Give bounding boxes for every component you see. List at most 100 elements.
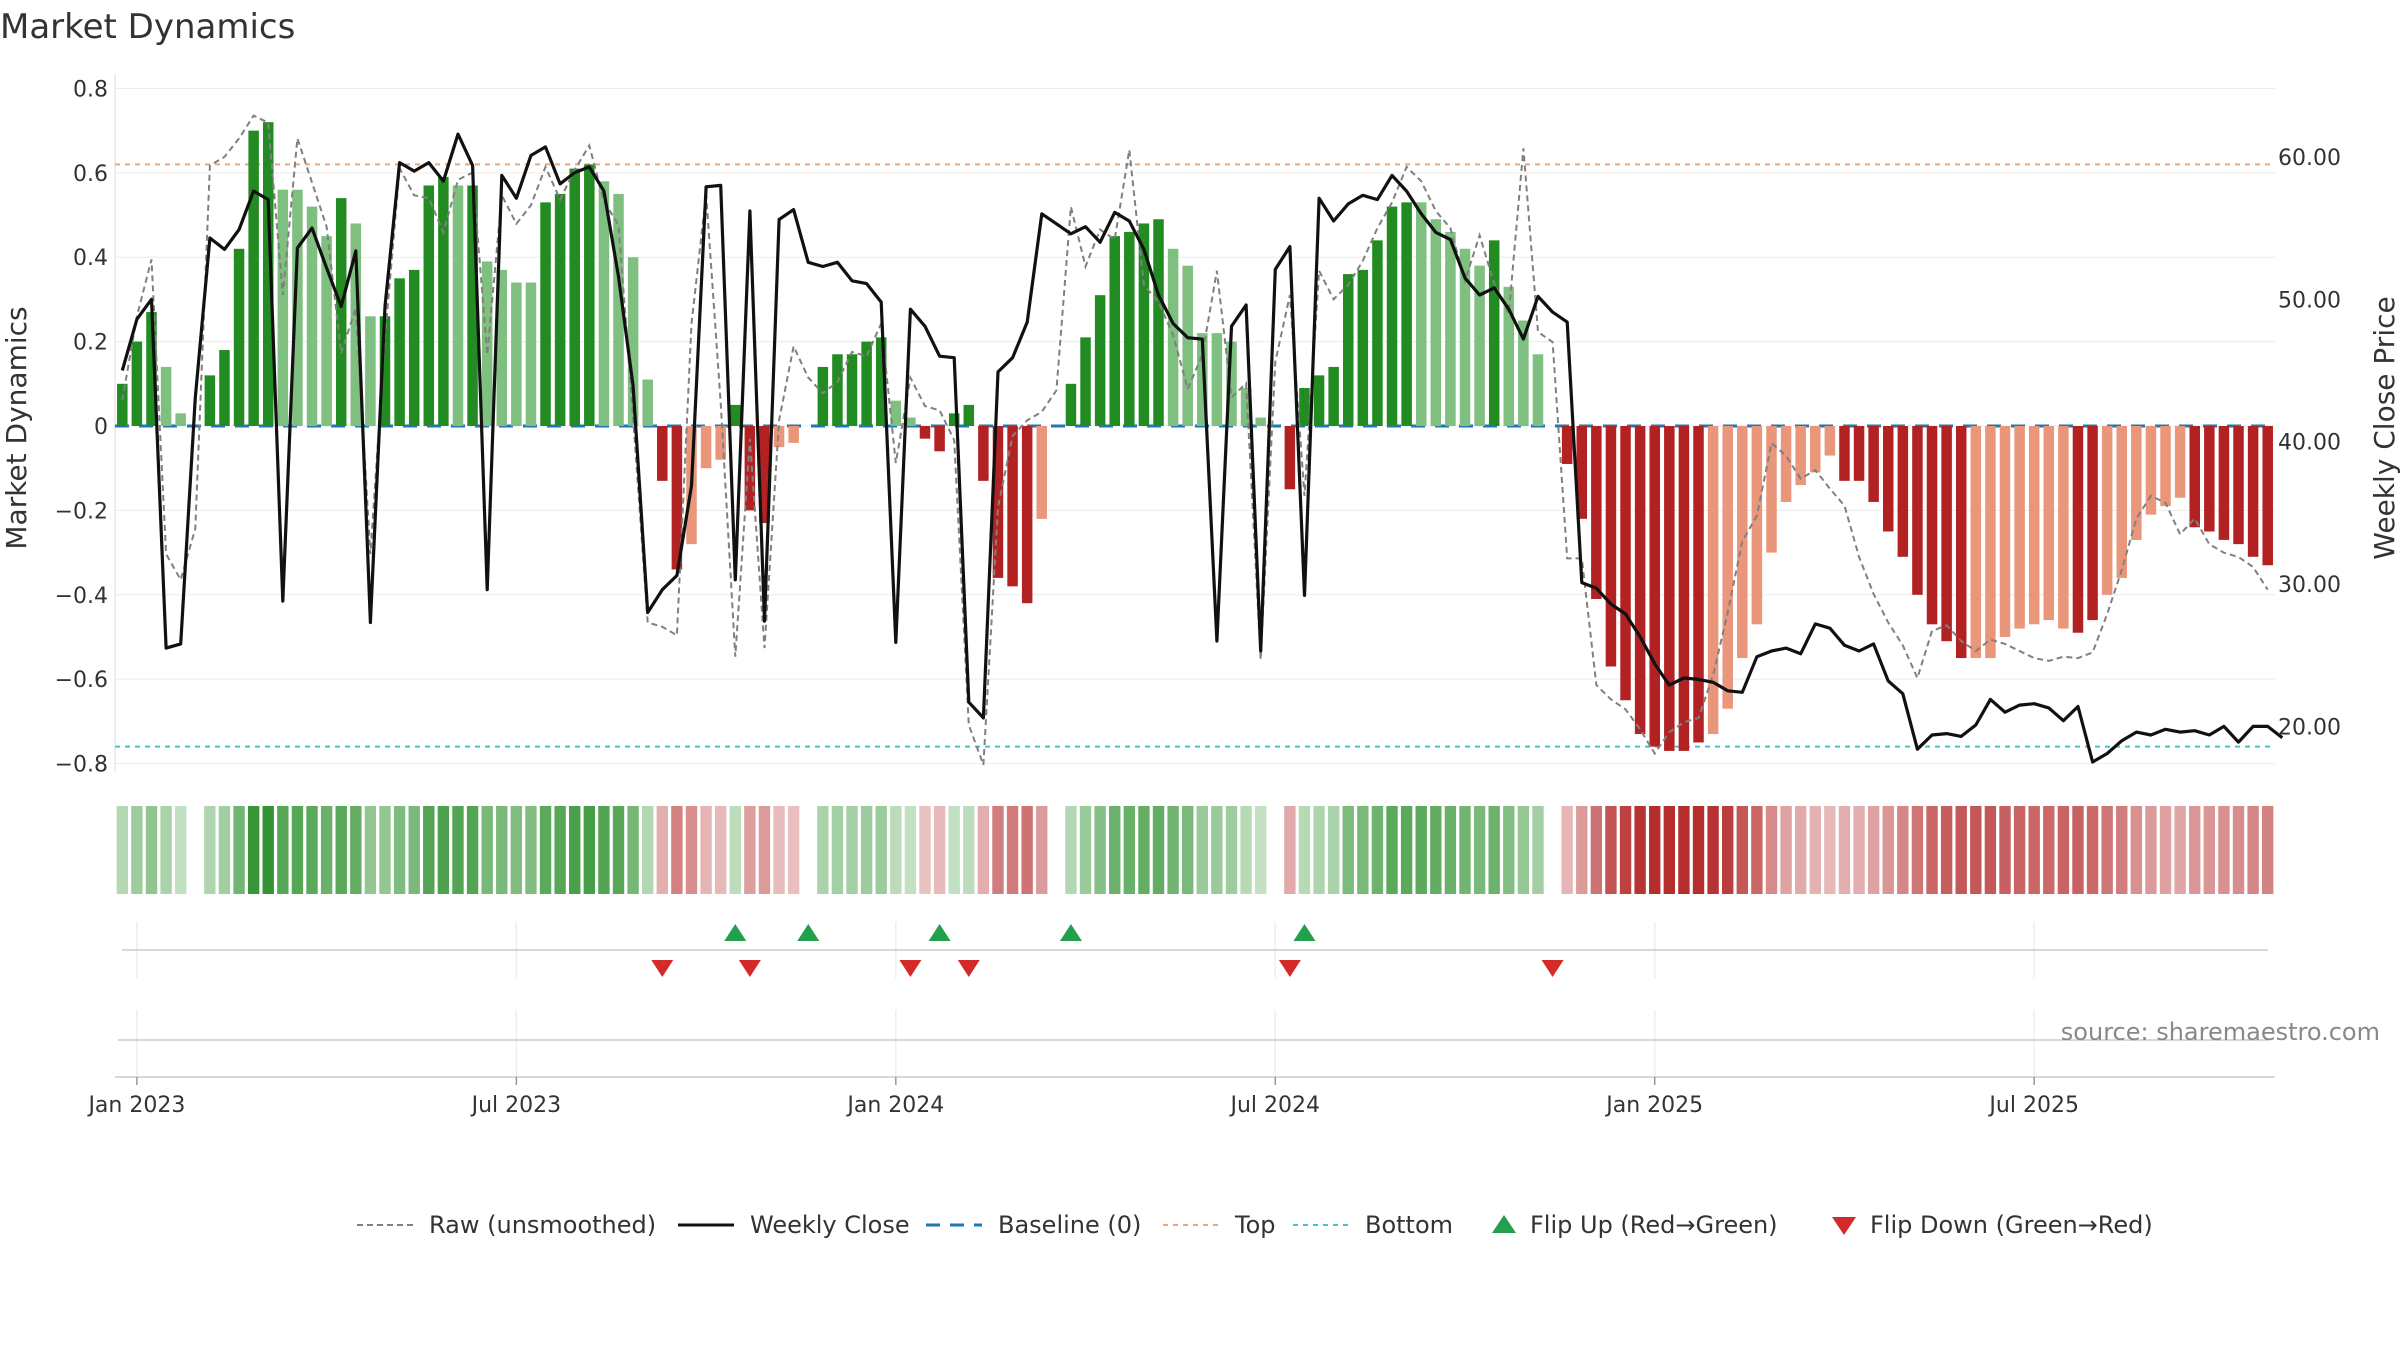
regime-cell — [1517, 806, 1530, 894]
regime-cell — [1094, 806, 1106, 894]
regime-cell — [729, 806, 741, 894]
flip-up-marker — [1293, 924, 1316, 941]
regime-cell — [714, 806, 727, 894]
x-tick-label: Jan 2024 — [845, 1093, 944, 1118]
regime-cell — [1707, 806, 1719, 894]
dynamics-bar — [978, 426, 989, 481]
dynamics-bar — [1693, 426, 1704, 743]
regime-cell — [2130, 806, 2143, 894]
dynamics-bar — [1912, 426, 1923, 595]
dynamics-bar — [992, 426, 1004, 578]
dynamics-bar — [1138, 223, 1150, 426]
flip-up-marker — [928, 924, 951, 941]
dynamics-bar — [730, 404, 741, 426]
regime-cell — [904, 806, 917, 894]
regime-cell — [1955, 806, 1967, 894]
regime-cell — [1021, 806, 1033, 894]
regime-cell — [1444, 806, 1457, 894]
dynamics-bar — [554, 193, 566, 426]
dynamics-bar — [160, 366, 172, 426]
regime-cell — [539, 806, 552, 894]
regime-cell — [2057, 806, 2070, 894]
dynamics-bar — [1853, 426, 1865, 481]
dynamics-bar — [2145, 426, 2157, 515]
regime-cell — [554, 806, 566, 894]
dynamics-bar — [175, 413, 186, 426]
regime-cell — [1006, 806, 1019, 894]
dynamics-bar — [1342, 274, 1354, 426]
dynamics-bar — [1226, 341, 1237, 426]
dynamics-bar — [1445, 231, 1456, 426]
dynamics-bar — [613, 193, 624, 426]
dynamics-bar — [1255, 417, 1266, 426]
regime-cell — [1867, 806, 1880, 894]
regime-cell — [145, 806, 158, 894]
regime-cell — [1940, 806, 1953, 894]
regime-cell — [583, 806, 596, 894]
regime-cell — [1824, 806, 1836, 894]
dynamics-bar — [1649, 426, 1660, 747]
left-axis-label: Market Dynamics — [0, 306, 33, 549]
regime-cell — [919, 806, 931, 894]
dynamics-bar — [744, 426, 756, 511]
regime-cell — [1459, 806, 1471, 894]
dynamics-bar — [1824, 426, 1836, 456]
regime-cell — [1970, 806, 1982, 894]
y-tick-label: 0.8 — [73, 77, 108, 102]
dynamics-bar — [1080, 337, 1091, 426]
regime-cell — [1838, 806, 1851, 894]
dynamics-bar — [1313, 375, 1325, 426]
regime-cell — [2189, 806, 2201, 894]
dynamics-bar — [1415, 202, 1427, 426]
x-tick-label: Jul 2023 — [470, 1093, 562, 1118]
flip-up-marker — [797, 924, 820, 941]
regime-cell — [496, 806, 508, 894]
dynamics-bar — [963, 404, 975, 426]
dynamics-bar — [1766, 426, 1777, 553]
dynamics-bar — [700, 426, 712, 469]
regime-cell — [1371, 806, 1384, 894]
regime-cell — [1211, 806, 1223, 894]
regime-cell — [758, 806, 771, 894]
regime-cell — [1751, 806, 1763, 894]
flip-down-marker — [738, 960, 761, 977]
dynamics-bar — [1182, 265, 1193, 426]
regime-cell — [2247, 806, 2259, 894]
flip-down-marker — [1541, 960, 1564, 977]
dynamics-bar — [598, 181, 610, 426]
regime-cell — [890, 806, 902, 894]
dynamics-bar — [1605, 426, 1617, 667]
regime-cell — [1415, 806, 1427, 894]
dynamics-bar — [2072, 426, 2084, 633]
regime-cell — [1182, 806, 1194, 894]
regime-cell — [525, 806, 537, 894]
dynamics-bar — [1985, 426, 1996, 659]
regime-cell — [1576, 806, 1588, 894]
dynamics-bar — [1561, 426, 1573, 464]
regime-cell — [174, 806, 187, 894]
regime-cell — [1999, 806, 2011, 894]
regime-cell — [510, 806, 523, 894]
regime-cell — [1984, 806, 1997, 894]
dynamics-bar — [365, 316, 376, 426]
dynamics-bar — [2262, 426, 2273, 566]
y2-tick-label: 50.00 — [2278, 288, 2341, 313]
flip-down-marker — [651, 960, 674, 977]
dynamics-bar — [1474, 265, 1485, 426]
dynamics-bar — [408, 269, 420, 426]
dynamics-bar — [642, 379, 653, 426]
dynamics-bar — [1532, 354, 1544, 426]
regime-cell — [393, 806, 406, 894]
regime-cell — [1809, 806, 1821, 894]
dynamics-bar — [248, 130, 259, 426]
regime-cell — [1430, 806, 1442, 894]
regime-cell — [306, 806, 318, 894]
flip-up-marker — [724, 924, 747, 941]
dynamics-bar — [321, 236, 332, 426]
legend-label: Weekly Close — [750, 1211, 910, 1239]
regime-cell — [1357, 806, 1369, 894]
regime-cell — [2159, 806, 2172, 894]
y-tick-label: 0.2 — [73, 331, 108, 356]
dynamics-bar — [1882, 426, 1894, 532]
legend-label: Baseline (0) — [998, 1211, 1141, 1239]
